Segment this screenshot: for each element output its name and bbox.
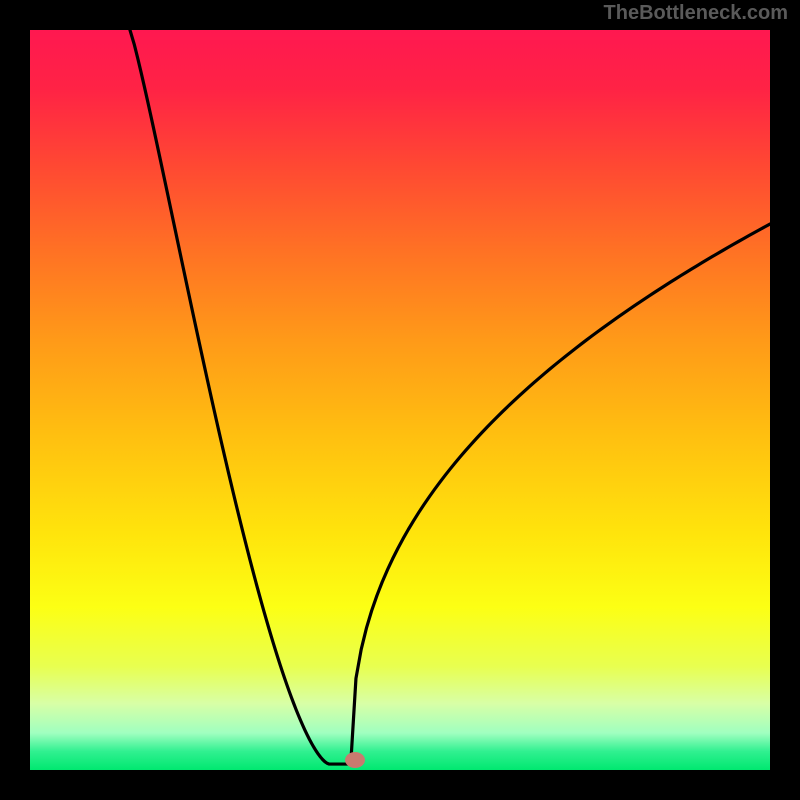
- bottleneck-curve: [30, 30, 770, 770]
- bottleneck-curve-path: [130, 30, 770, 764]
- plot-area: [30, 30, 770, 770]
- chart-container: TheBottleneck.com: [0, 0, 800, 800]
- watermark-text: TheBottleneck.com: [604, 2, 788, 25]
- optimal-point-marker: [345, 752, 365, 768]
